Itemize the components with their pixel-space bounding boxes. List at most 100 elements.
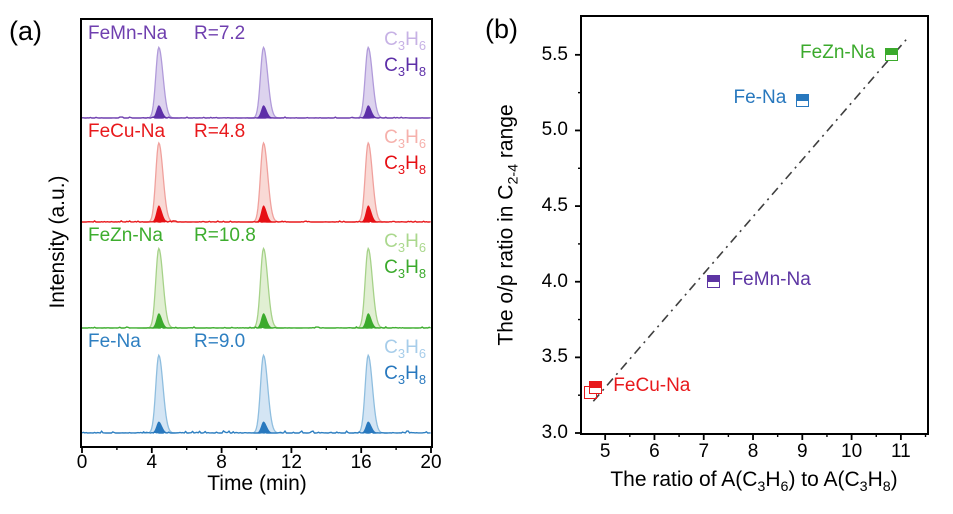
label-text: C <box>384 29 398 50</box>
trace-name-label: FeCu-Na <box>88 121 166 142</box>
subscript-text: 3 <box>397 345 406 361</box>
subscript-text: 3 <box>397 239 406 255</box>
trace-r-value-label: R=9.0 <box>194 331 246 352</box>
c3h6-peak <box>247 143 283 222</box>
x-tick-label: 9 <box>797 441 808 462</box>
c3h8-legend-label: C3H8 <box>384 364 426 390</box>
trace-name-label: Fe-Na <box>88 331 141 352</box>
c3h6-peak <box>247 248 283 328</box>
label-text: H <box>405 55 419 76</box>
marker-half-fill <box>796 94 808 101</box>
x-tick-label: 5 <box>599 441 611 462</box>
c3h6-legend-label: C3H6 <box>384 128 426 154</box>
data-point-marker <box>707 275 721 289</box>
label-text: H <box>405 231 419 252</box>
c3h8-peak <box>359 421 380 433</box>
c3h6-peak <box>352 47 388 118</box>
c3h8-peak <box>254 205 276 222</box>
x-tick-label: 4 <box>146 452 158 473</box>
marker-half-fill <box>589 382 601 389</box>
label-text: C <box>384 231 398 252</box>
panel-b-label: (b) <box>485 14 518 44</box>
subscript-text: 3 <box>397 37 406 53</box>
y-tick-label: 3.0 <box>541 422 568 443</box>
c3h6-peak <box>247 355 283 433</box>
subscript-text: 3 <box>397 371 406 387</box>
trend-line <box>592 36 910 402</box>
x-tick-label: 6 <box>649 441 660 462</box>
c3h8-peak <box>149 313 171 328</box>
data-point-marker <box>588 381 602 395</box>
marker-half-fill <box>708 276 720 283</box>
x-tick-label: 8 <box>747 441 759 462</box>
panel-a-y-axis-title: Intensity (a.u.) <box>46 175 69 309</box>
c3h6-peak <box>247 47 283 118</box>
trace-r-value-label: R=4.8 <box>194 121 246 142</box>
x-tick-label: 0 <box>76 452 88 473</box>
subscript-text: 6 <box>418 135 426 151</box>
c3h8-peak <box>254 313 276 328</box>
panel-b-y-axis-title: The o/p ratio in C2-4 range <box>494 104 521 345</box>
trace-name-label: FeZn-Na <box>88 225 163 246</box>
subscript-text: 3 <box>757 479 766 496</box>
label-text: H <box>867 468 883 491</box>
label-text: H <box>405 127 419 148</box>
c3h6-peak <box>352 143 388 222</box>
panel-a-label: (a) <box>9 16 42 46</box>
trace-FeZn-Na <box>82 246 431 329</box>
subscript-text: 8 <box>418 371 426 387</box>
c3h6-legend-label: C3H6 <box>384 232 426 258</box>
c3h6-peak <box>142 143 178 222</box>
y-tick-label: 5.5 <box>541 43 568 65</box>
marker-half-fill <box>885 49 897 56</box>
label-text: H <box>405 29 419 50</box>
label-text: C <box>384 363 398 384</box>
y-tick-label: 3.5 <box>541 346 568 368</box>
data-point-label: FeMn-Na <box>731 268 811 290</box>
trace-Fe-Na <box>82 353 431 434</box>
label-text: C <box>384 153 398 174</box>
c3h8-peak <box>359 205 380 222</box>
trace-r-value-label: R=7.2 <box>194 23 246 44</box>
subscript-text: 8 <box>418 265 426 281</box>
c3h8-peak <box>359 313 380 328</box>
subscript-text: 3 <box>397 135 406 151</box>
subscript-text: 6 <box>418 37 426 53</box>
panel-a-x-axis-title: Time (min) <box>207 472 307 495</box>
trace-FeMn-Na <box>82 45 431 119</box>
y-tick-label: 4.0 <box>541 270 568 292</box>
c3h8-legend-label: C3H8 <box>384 56 426 82</box>
label-text: C <box>384 55 398 76</box>
subscript-text: 3 <box>397 161 406 177</box>
y-tick-label: 5.0 <box>541 119 568 141</box>
c3h6-legend-label: C3H6 <box>384 30 426 56</box>
c3h8-peak <box>149 205 171 222</box>
label-text: H <box>405 337 419 358</box>
label-text: H <box>405 257 419 278</box>
label-text: ) to A(C <box>788 468 860 491</box>
x-tick-label: 8 <box>216 452 227 473</box>
c3h6-peak <box>142 355 178 433</box>
x-tick-label: 7 <box>698 441 710 462</box>
c3h8-peak <box>149 105 171 118</box>
label-text: C <box>384 257 398 278</box>
subscript-text: 8 <box>418 63 426 79</box>
subscript-text: 8 <box>418 161 426 177</box>
label-text: The ratio of A(C <box>610 468 758 491</box>
label-text: ) <box>890 468 898 491</box>
trace-FeCu-Na <box>82 141 431 223</box>
subscript-text: 6 <box>418 239 426 255</box>
subscript-text: 6 <box>780 479 789 496</box>
c3h8-peak <box>149 421 171 433</box>
subscript-text: 6 <box>418 345 426 361</box>
subscript-text: 3 <box>397 63 406 79</box>
c3h6-legend-label: C3H6 <box>384 338 426 364</box>
y-tick-label: 4.5 <box>541 195 568 217</box>
subscript-text: 8 <box>882 479 891 496</box>
c3h6-peak <box>352 355 388 433</box>
subscript-text: 2-4 <box>505 163 522 185</box>
trace-r-value-label: R=10.8 <box>194 225 256 246</box>
x-tick-label: 16 <box>350 452 372 473</box>
panel-a-plot-area: FeMn-Na R=7.2 C3H6 C3H8 FeCu-Na R=4.8 C3H6 C3H8… <box>80 18 433 448</box>
